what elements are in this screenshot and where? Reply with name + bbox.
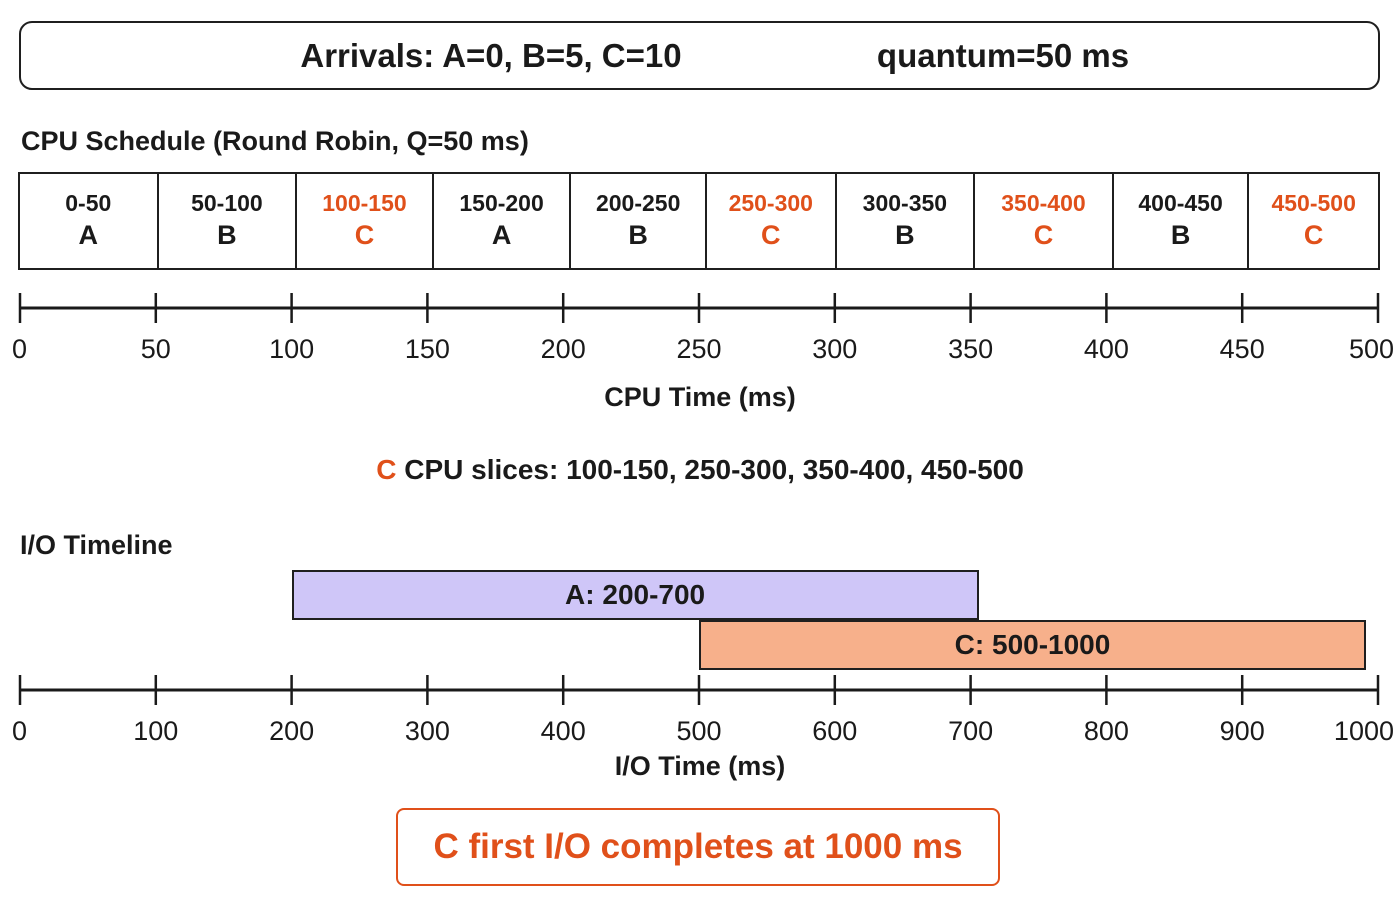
slot-process: B [628,220,648,250]
slot-process: B [895,220,915,250]
io-bar: C: 500-1000 [699,620,1366,670]
cpu-schedule-row: 0-50 A 50-100 B 100-150 C 150-200 A 200-250 B 250-… [18,172,1380,270]
io-bar: A: 200-700 [291,570,979,620]
slot-range: 250-300 [728,190,813,216]
io-tick-label: 400 [541,716,586,746]
slot-process: B [1170,220,1191,250]
schedule-slot: 450-500 C [1249,174,1378,268]
io-tick-label: 600 [812,716,857,746]
slot-range: 350-400 [1001,190,1086,216]
cpu-tick-label: 100 [269,334,314,364]
slot-process: B [217,220,237,250]
schedule-slot: 150-200 A [434,174,572,268]
quantum-text: quantum=50 ms [876,36,1130,74]
io-tick-label: 300 [405,716,450,746]
slot-range: 400-450 [1138,190,1223,216]
io-tick-label: 900 [1220,716,1265,746]
slot-process: A [491,220,512,250]
c-cpu-slices-note: C CPU slices: 100-150, 250-300, 350-400,… [376,454,1024,486]
io-tick-label: 100 [133,716,178,746]
slot-process: C [1033,220,1054,250]
slot-process: C [1303,220,1324,250]
slot-range: 0-50 [65,190,112,216]
io-axis-title: I/O Time (ms) [614,751,786,781]
slot-range: 200-250 [595,190,681,216]
slot-range: 150-200 [459,190,544,216]
arrivals-text: Arrivals: A=0, B=5, C=10 [300,36,682,74]
schedule-slot: 350-400 C [975,174,1114,268]
slot-process: A [78,220,99,250]
cpu-time-axis: 0 50 100 150 200 250 300 350 400 450 500 [12,293,1394,364]
cpu-tick-label: 300 [812,334,857,364]
schedule-slot: 400-450 B [1114,174,1250,268]
schedule-slot: 100-150 C [297,174,434,268]
slices-note-proc: C [376,454,397,485]
arrivals-box: Arrivals: A=0, B=5, C=10 quantum=50 ms [19,21,1380,90]
cpu-schedule-title: CPU Schedule (Round Robin, Q=50 ms) [21,126,529,156]
slot-range: 450-500 [1271,190,1356,216]
cpu-tick-label: 0 [12,334,27,364]
cpu-tick-label: 250 [676,334,721,364]
cpu-tick-label: 150 [405,334,450,364]
cpu-axis-title: CPU Time (ms) [604,382,796,412]
schedule-slot: 250-300 C [707,174,837,268]
schedule-slot: 300-350 B [837,174,976,268]
slot-range: 50-100 [191,190,263,216]
result-box: C first I/O completes at 1000 ms [396,808,1000,886]
slot-range: 300-350 [862,190,948,216]
cpu-tick-label: 200 [541,334,586,364]
io-tick-label: 800 [1084,716,1129,746]
io-tick-label: 200 [269,716,314,746]
io-tick-label: 1000 [1334,716,1394,746]
slot-process: C [761,220,781,250]
slot-process: C [354,220,375,250]
io-tick-label: 500 [676,716,721,746]
schedule-slot: 50-100 B [159,174,298,268]
cpu-tick-label: 350 [948,334,993,364]
io-time-axis: 0 100 200 300 400 500 600 700 800 900 1000 [12,675,1394,746]
slices-note-text: CPU slices: 100-150, 250-300, 350-400, 4… [396,454,1024,485]
schedule-slot: 0-50 A [20,174,159,268]
io-timeline-title: I/O Timeline [20,530,173,560]
schedule-slot: 200-250 B [571,174,707,268]
io-tick-label: 0 [12,716,27,746]
cpu-tick-label: 450 [1220,334,1265,364]
cpu-tick-label: 50 [141,334,171,364]
cpu-tick-label: 500 [1349,334,1394,364]
io-tick-label: 700 [948,716,993,746]
slot-range: 100-150 [322,190,407,216]
cpu-tick-label: 400 [1084,334,1129,364]
